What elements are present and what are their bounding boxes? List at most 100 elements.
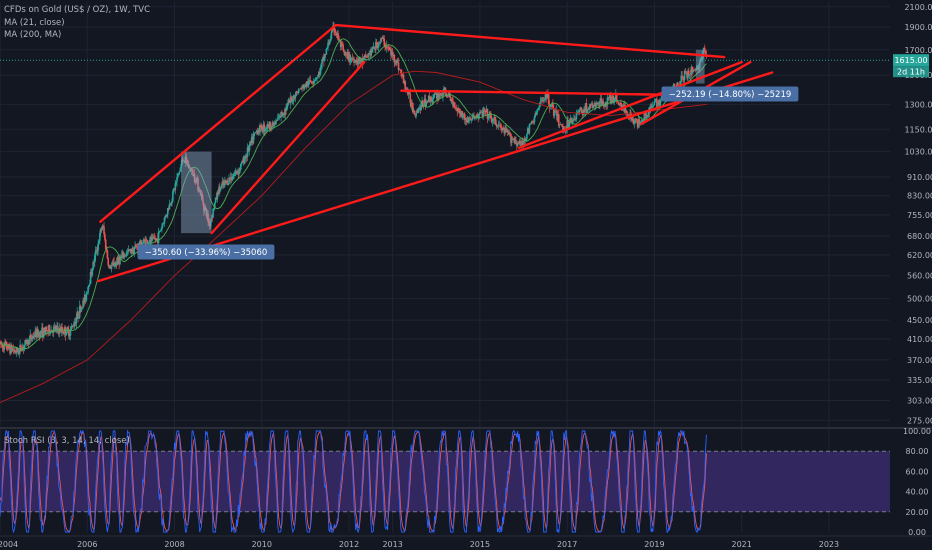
candle-body bbox=[182, 159, 184, 161]
candle-body bbox=[572, 119, 574, 121]
candle-body bbox=[411, 103, 413, 107]
candle-body bbox=[602, 101, 605, 106]
candle-body bbox=[69, 329, 72, 336]
candle-body bbox=[416, 110, 418, 113]
candle-body bbox=[51, 329, 53, 331]
candle-body bbox=[205, 209, 208, 217]
candle-body bbox=[290, 97, 292, 100]
candle-body bbox=[28, 338, 31, 345]
candle-body bbox=[57, 326, 59, 331]
countdown-tag bbox=[893, 66, 929, 78]
candle-body bbox=[577, 111, 579, 113]
candle-body bbox=[434, 93, 437, 95]
candle-body bbox=[389, 49, 391, 51]
candle-body bbox=[197, 178, 199, 191]
candle-body bbox=[394, 60, 396, 63]
candle-body bbox=[690, 67, 693, 75]
candle-body bbox=[270, 129, 272, 130]
candle-body bbox=[348, 54, 350, 60]
candle-body bbox=[50, 329, 52, 333]
candle-body bbox=[10, 344, 13, 351]
candle-body bbox=[35, 330, 37, 338]
candle-body bbox=[0, 344, 3, 345]
candle-body bbox=[476, 114, 479, 116]
candle-body bbox=[461, 111, 464, 119]
candle-body bbox=[136, 247, 139, 250]
candle-body bbox=[109, 265, 111, 268]
candle-body bbox=[560, 124, 563, 125]
price-tick-label: 1030.00 bbox=[904, 148, 932, 157]
candle-body bbox=[352, 59, 355, 60]
candle-body bbox=[467, 117, 469, 123]
candle-body bbox=[99, 228, 102, 234]
measure-label-text: −350.60 (−33.96%) −35060 bbox=[145, 248, 268, 258]
candle-body bbox=[196, 178, 198, 179]
price-tick-label: 1900.00 bbox=[904, 23, 932, 32]
candle-body bbox=[379, 41, 381, 44]
candle-body bbox=[114, 264, 116, 267]
candle-body bbox=[309, 80, 312, 82]
candle-body bbox=[120, 257, 122, 258]
candle-body bbox=[119, 257, 121, 265]
candle-body bbox=[383, 38, 386, 46]
candle-body bbox=[387, 47, 390, 49]
candle-body bbox=[275, 120, 277, 124]
candle-body bbox=[193, 173, 195, 176]
candle-body bbox=[395, 60, 397, 64]
candle-body bbox=[307, 81, 309, 86]
candle-body bbox=[234, 172, 236, 175]
candle-body bbox=[375, 41, 378, 45]
candle-body bbox=[658, 100, 661, 106]
time-tick-label: 2019 bbox=[644, 540, 664, 549]
candle-body bbox=[103, 226, 105, 235]
candle-body bbox=[172, 188, 175, 192]
candle-body bbox=[278, 115, 281, 117]
candle-body bbox=[24, 340, 26, 345]
candle-body bbox=[548, 104, 551, 109]
candle-body bbox=[527, 128, 530, 133]
candle-body bbox=[432, 95, 435, 98]
candle-body bbox=[230, 177, 233, 181]
candle-body bbox=[534, 113, 537, 118]
candle-body bbox=[509, 132, 511, 134]
candle-body bbox=[619, 103, 621, 105]
candle-body bbox=[634, 118, 636, 124]
candle-body bbox=[318, 71, 321, 75]
candle-body bbox=[464, 114, 466, 121]
candle-body bbox=[218, 186, 220, 194]
candle-body bbox=[155, 238, 157, 241]
candle-body bbox=[501, 127, 504, 131]
candle-body bbox=[426, 101, 428, 103]
candle-body bbox=[703, 47, 705, 51]
candle-body bbox=[676, 82, 678, 87]
candle-body bbox=[338, 39, 340, 41]
candle-body bbox=[698, 62, 701, 69]
candle-body bbox=[134, 245, 136, 249]
candle-body bbox=[81, 307, 84, 308]
price-tick-label: 275.00 bbox=[907, 416, 932, 425]
candle-body bbox=[618, 104, 620, 105]
candle-body bbox=[151, 237, 153, 242]
candle-body bbox=[356, 62, 359, 65]
candle-body bbox=[271, 125, 273, 130]
candle-body bbox=[41, 327, 43, 334]
candle-body bbox=[458, 110, 461, 114]
candle-body bbox=[334, 32, 337, 33]
candle-body bbox=[34, 330, 37, 336]
candle-body bbox=[611, 95, 614, 100]
candle-body bbox=[453, 102, 455, 107]
candle-body bbox=[660, 98, 662, 100]
candle-body bbox=[90, 271, 93, 276]
candle-body bbox=[635, 119, 638, 121]
candle-body bbox=[568, 120, 571, 126]
price-tick-label: 560.00 bbox=[907, 272, 932, 281]
candle-body bbox=[491, 121, 494, 123]
candle-body bbox=[312, 83, 314, 84]
candle-body bbox=[443, 87, 446, 89]
candle-body bbox=[288, 99, 291, 104]
candle-body bbox=[683, 70, 686, 80]
candle-body bbox=[626, 112, 629, 116]
candle-body bbox=[450, 99, 453, 101]
candle-body bbox=[121, 252, 124, 256]
